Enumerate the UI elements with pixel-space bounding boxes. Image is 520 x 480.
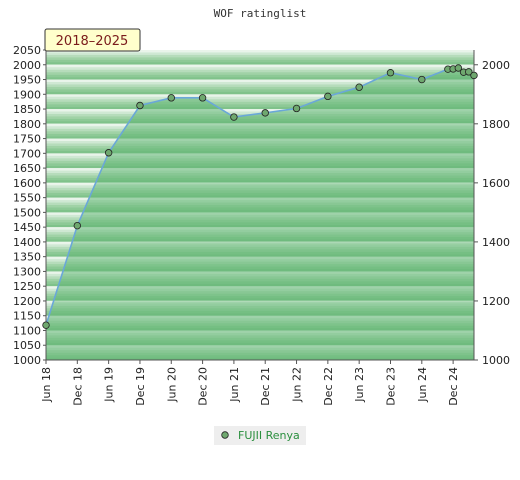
band-stripe xyxy=(46,109,474,112)
x-tick-label: Jun 23 xyxy=(353,367,366,403)
left-tick-label: 1000 xyxy=(13,354,41,367)
band-stripe xyxy=(46,50,474,53)
band-stripe xyxy=(46,62,474,65)
x-tick-label: Jun 24 xyxy=(416,367,429,403)
band-stripe xyxy=(46,101,474,105)
band-stripe xyxy=(46,59,474,63)
left-tick-label: 2000 xyxy=(13,59,41,72)
band-stripe xyxy=(46,99,474,102)
data-point xyxy=(355,83,363,91)
left-tick-label: 1800 xyxy=(13,118,41,131)
right-tick-label: 2000 xyxy=(482,59,510,72)
band-stripe xyxy=(46,54,474,58)
data-point xyxy=(104,149,113,157)
period-badge-text: 2018–2025 xyxy=(56,34,129,49)
series-points xyxy=(42,64,478,329)
band-stripe xyxy=(46,81,474,85)
data-point xyxy=(73,221,82,230)
right-tick-label: 1000 xyxy=(482,354,510,367)
band-stripe xyxy=(46,79,474,83)
data-point xyxy=(230,113,238,121)
band-stripe xyxy=(46,67,474,70)
left-axis-ticks: 1000105011001150120012501300135014001450… xyxy=(13,44,46,367)
x-tick-label: Dec 20 xyxy=(197,367,210,406)
right-tick-label: 1600 xyxy=(482,177,510,190)
x-tick-label: Jun 22 xyxy=(291,367,304,403)
right-tick-label: 1400 xyxy=(482,236,510,249)
left-tick-label: 1200 xyxy=(13,295,41,308)
chart-title: WOF ratinglist xyxy=(214,7,307,20)
left-tick-label: 1500 xyxy=(13,206,41,219)
x-axis-ticks: Jun 18 Dec 18 Jun 19 Dec 19 Jun 20 Dec 20 Jun … xyxy=(40,360,460,406)
left-tick-label: 1900 xyxy=(13,88,41,101)
x-tick-label: Dec 24 xyxy=(447,367,460,406)
data-point xyxy=(465,68,473,76)
data-point xyxy=(198,94,207,102)
band-stripe xyxy=(46,52,474,56)
right-axis-ticks: 1000 1200 1400 1600 1800 2000 xyxy=(474,59,510,367)
period-badge: 2018–2025 xyxy=(44,28,141,52)
right-tick-label: 1800 xyxy=(482,118,510,131)
left-tick-label: 1700 xyxy=(13,147,41,160)
x-tick-label: Jun 21 xyxy=(228,367,241,403)
band-stripe xyxy=(46,84,474,88)
left-tick-label: 1350 xyxy=(13,251,41,264)
band-stripe xyxy=(46,64,474,68)
band-stripe xyxy=(46,89,474,93)
x-tick-label: Dec 22 xyxy=(322,367,335,406)
series-area xyxy=(46,68,474,360)
band-stripe xyxy=(46,104,474,107)
x-tick-label: Dec 23 xyxy=(384,367,397,406)
legend-marker xyxy=(221,431,229,439)
left-tick-label: 1300 xyxy=(13,265,41,278)
data-point xyxy=(42,321,50,329)
series-area-fill xyxy=(46,68,474,360)
data-point xyxy=(136,101,144,110)
band-stripe xyxy=(46,86,474,90)
data-point xyxy=(418,75,426,84)
left-tick-label: 1250 xyxy=(13,280,41,293)
right-tick-label: 1200 xyxy=(482,295,510,308)
left-tick-label: 1400 xyxy=(13,236,41,249)
left-tick-label: 1100 xyxy=(13,324,41,337)
band-stripe xyxy=(46,77,474,80)
legend: FUJII Renya xyxy=(214,426,306,445)
data-point xyxy=(292,104,301,113)
band-stripe xyxy=(46,96,474,100)
left-tick-label: 1450 xyxy=(13,221,41,234)
left-tick-label: 2050 xyxy=(13,44,41,57)
band-stripe xyxy=(46,74,474,78)
left-tick-label: 1750 xyxy=(13,133,41,146)
data-point xyxy=(167,94,175,102)
left-tick-label: 1050 xyxy=(13,339,41,352)
band-stripe xyxy=(46,91,474,95)
x-tick-label: Jun 18 xyxy=(40,367,53,403)
x-tick-label: Dec 21 xyxy=(259,367,272,406)
x-tick-label: Dec 19 xyxy=(134,367,147,406)
data-point xyxy=(454,64,463,72)
data-point xyxy=(386,69,395,77)
left-tick-label: 1650 xyxy=(13,162,41,175)
x-tick-label: Jun 20 xyxy=(165,367,178,403)
x-tick-label: Jun 19 xyxy=(103,367,116,403)
data-point xyxy=(261,109,269,117)
left-tick-label: 1550 xyxy=(13,192,41,205)
band-stripe xyxy=(46,57,474,61)
x-tick-label: Dec 18 xyxy=(71,367,84,406)
left-tick-label: 1850 xyxy=(13,103,41,116)
band-stripe xyxy=(46,72,474,75)
left-tick-label: 1950 xyxy=(13,74,41,87)
data-point xyxy=(324,92,332,101)
band-stripe xyxy=(46,106,474,110)
legend-label: FUJII Renya xyxy=(238,429,300,442)
band-stripe xyxy=(46,69,474,73)
left-tick-label: 1150 xyxy=(13,310,41,323)
band-stripe xyxy=(46,94,474,97)
data-point xyxy=(470,71,478,80)
left-tick-label: 1600 xyxy=(13,177,41,190)
